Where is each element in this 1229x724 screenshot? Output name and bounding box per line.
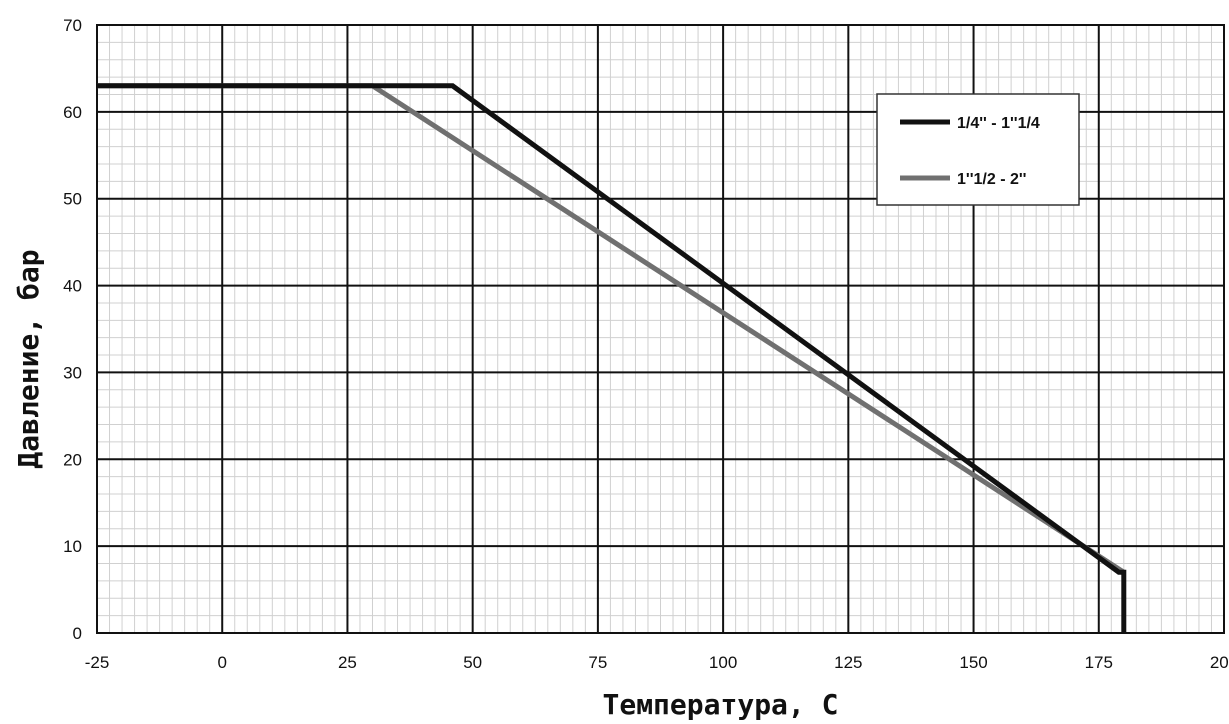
y-axis-title: Давление, бар [12, 249, 45, 468]
x-tick-label: 100 [709, 653, 737, 672]
legend: 1/4'' - 1''1/4 1''1/2 - 2'' [876, 93, 1080, 206]
x-tick-label: 125 [834, 653, 862, 672]
x-tick-labels: -25 0 25 50 75 100 125 150 175 200 [85, 653, 1229, 672]
x-axis-title: Температура, С [602, 688, 838, 721]
legend-box [876, 93, 1080, 206]
y-tick-label: 0 [73, 624, 82, 643]
x-tick-label: 50 [463, 653, 482, 672]
y-tick-label: 70 [63, 16, 82, 35]
x-tick-label: 150 [959, 653, 987, 672]
x-tick-label: 0 [217, 653, 226, 672]
y-tick-label: 30 [63, 363, 82, 382]
x-tick-label: 200 [1210, 653, 1229, 672]
series-line-1 [97, 83, 1127, 633]
y-tick-label: 50 [63, 190, 82, 209]
y-tick-label: 60 [63, 103, 82, 122]
plot-frame [96, 24, 1225, 634]
x-tick-label: 175 [1085, 653, 1113, 672]
y-tick-labels: 0 10 20 30 40 50 60 70 [63, 16, 82, 643]
x-tick-label: 75 [588, 653, 607, 672]
legend-label-series-1: 1/4'' - 1''1/4 [957, 115, 1040, 132]
y-tick-label: 10 [63, 537, 82, 556]
minor-grid [96, 24, 1225, 634]
series-layer [97, 83, 1127, 633]
x-tick-label: -25 [85, 653, 110, 672]
legend-label-series-2: 1''1/2 - 2'' [957, 171, 1026, 188]
x-tick-label: 25 [338, 653, 357, 672]
y-tick-label: 20 [63, 450, 82, 469]
y-tick-label: 40 [63, 277, 82, 296]
